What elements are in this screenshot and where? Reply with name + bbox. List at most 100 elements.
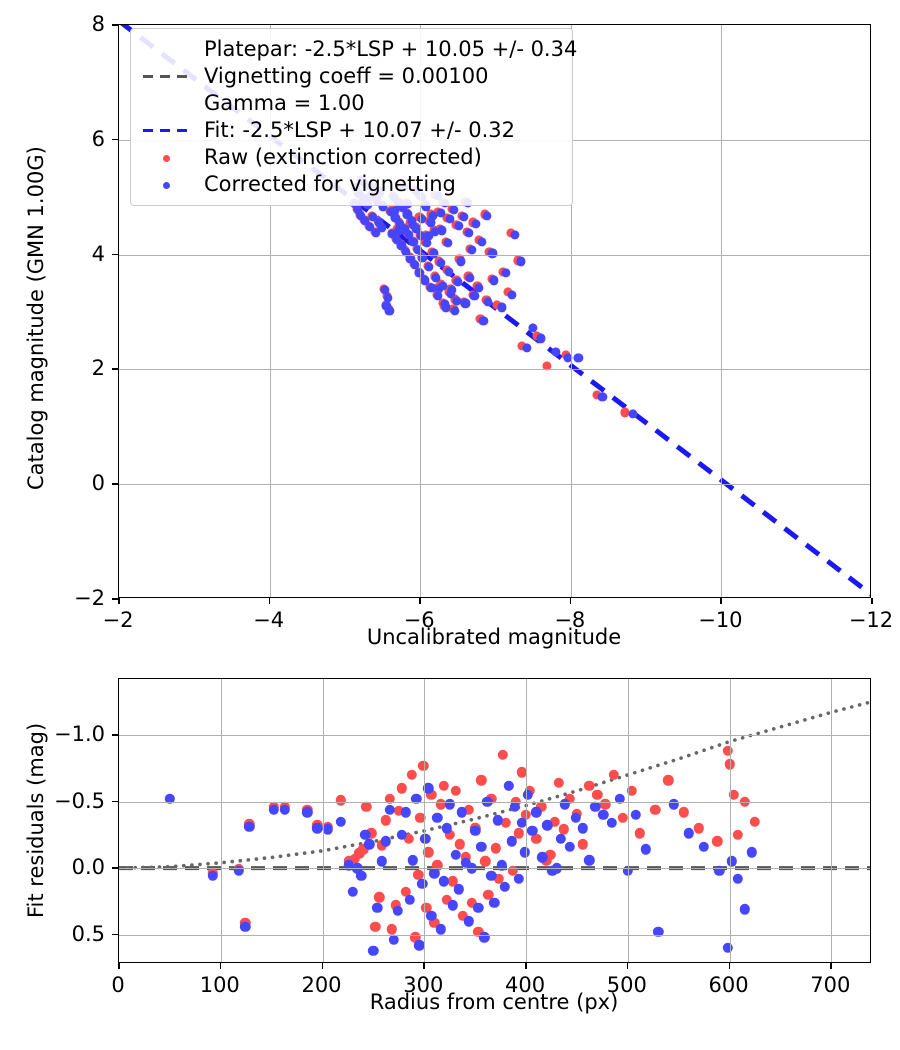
data-point	[366, 828, 377, 839]
y-tick-mark	[112, 138, 118, 141]
data-point	[466, 897, 478, 908]
x-tick-label: −2	[102, 608, 134, 632]
legend-entry-platepar: Platepar: -2.5*LSP + 10.05 +/- 0.34	[139, 36, 577, 63]
data-point	[634, 828, 646, 839]
data-point	[433, 207, 443, 217]
data-point	[583, 780, 595, 791]
data-point	[490, 842, 501, 854]
y-tick-mark	[112, 483, 118, 485]
data-point	[464, 228, 474, 238]
data-point	[443, 238, 453, 248]
data-point	[463, 804, 475, 815]
gridline-vertical	[627, 679, 629, 962]
data-point	[617, 812, 628, 823]
data-point	[405, 218, 415, 228]
data-point	[522, 789, 534, 801]
data-point	[390, 212, 400, 222]
data-point	[592, 390, 602, 400]
gridline-vertical	[322, 679, 324, 962]
data-point	[492, 300, 502, 310]
data-point	[371, 228, 381, 238]
x-tick-mark	[871, 598, 873, 604]
data-point	[483, 889, 494, 900]
data-point	[480, 209, 490, 219]
data-point	[536, 333, 546, 343]
x-tick-mark	[626, 963, 629, 969]
data-point	[513, 873, 525, 884]
data-point	[441, 894, 452, 906]
data-point	[446, 289, 456, 299]
data-point	[302, 806, 313, 818]
data-point	[396, 829, 408, 841]
x-tick-mark	[423, 963, 425, 969]
gridline-vertical	[831, 679, 833, 962]
y-tick-mark	[112, 933, 118, 936]
data-point	[391, 233, 401, 244]
legend-box: Platepar: -2.5*LSP + 10.05 +/- 0.34 Vign…	[130, 28, 577, 206]
data-point	[396, 240, 406, 250]
data-point	[393, 805, 405, 817]
data-point	[528, 323, 538, 333]
data-point	[239, 921, 251, 932]
y-tick-label: 6	[91, 126, 105, 151]
data-point	[364, 838, 375, 850]
data-point	[492, 814, 503, 826]
data-point	[456, 256, 466, 267]
data-point	[376, 840, 387, 851]
dashed-line-icon	[143, 75, 193, 79]
data-point	[570, 812, 582, 823]
data-point	[693, 822, 705, 834]
data-point	[434, 284, 444, 294]
dashed-line-icon	[143, 129, 193, 133]
data-point	[400, 245, 410, 255]
x-tick-label: −10	[698, 608, 743, 632]
bottom-yaxis-title: Fit residuals (mag)	[24, 722, 48, 918]
data-point	[387, 205, 397, 215]
data-point	[630, 809, 642, 821]
data-point	[517, 341, 527, 351]
data-point	[244, 821, 255, 833]
data-point	[732, 873, 743, 884]
data-point	[732, 829, 743, 841]
data-point	[368, 945, 379, 956]
data-point	[450, 849, 462, 860]
data-point	[417, 878, 428, 890]
data-point	[454, 221, 464, 231]
data-point	[302, 804, 313, 815]
gridline-vertical	[729, 679, 731, 962]
data-point	[450, 306, 460, 316]
y-tick-label: 0.5	[71, 921, 105, 946]
data-point	[444, 287, 454, 297]
data-point	[583, 854, 595, 866]
legend-handle-blank	[139, 36, 197, 63]
data-point	[463, 271, 473, 281]
data-point	[451, 275, 461, 286]
data-point	[489, 897, 500, 908]
data-point	[377, 223, 387, 233]
data-point	[423, 261, 433, 271]
data-point	[447, 900, 458, 911]
x-tick-label: −8	[554, 608, 586, 632]
data-point	[640, 844, 652, 855]
x-tick-label: 700	[810, 973, 851, 997]
data-point	[453, 884, 465, 895]
x-tick-mark	[118, 963, 120, 969]
y-tick-label: 2	[91, 356, 105, 381]
data-point	[373, 216, 383, 226]
data-point	[353, 848, 365, 859]
data-point	[435, 208, 446, 218]
y-tick-label: 4	[91, 241, 105, 266]
data-point	[462, 227, 472, 237]
data-point	[244, 818, 255, 830]
data-point	[472, 281, 483, 291]
data-point	[432, 283, 442, 293]
data-point	[452, 295, 462, 306]
data-point	[392, 224, 402, 234]
gridline-vertical	[424, 679, 426, 962]
data-point	[361, 801, 372, 813]
data-point	[360, 216, 370, 226]
data-point	[465, 272, 475, 283]
y-tick-label: −2	[74, 586, 105, 610]
legend-label-platepar: Platepar: -2.5*LSP + 10.05 +/- 0.34	[204, 37, 578, 61]
data-point	[627, 409, 638, 419]
